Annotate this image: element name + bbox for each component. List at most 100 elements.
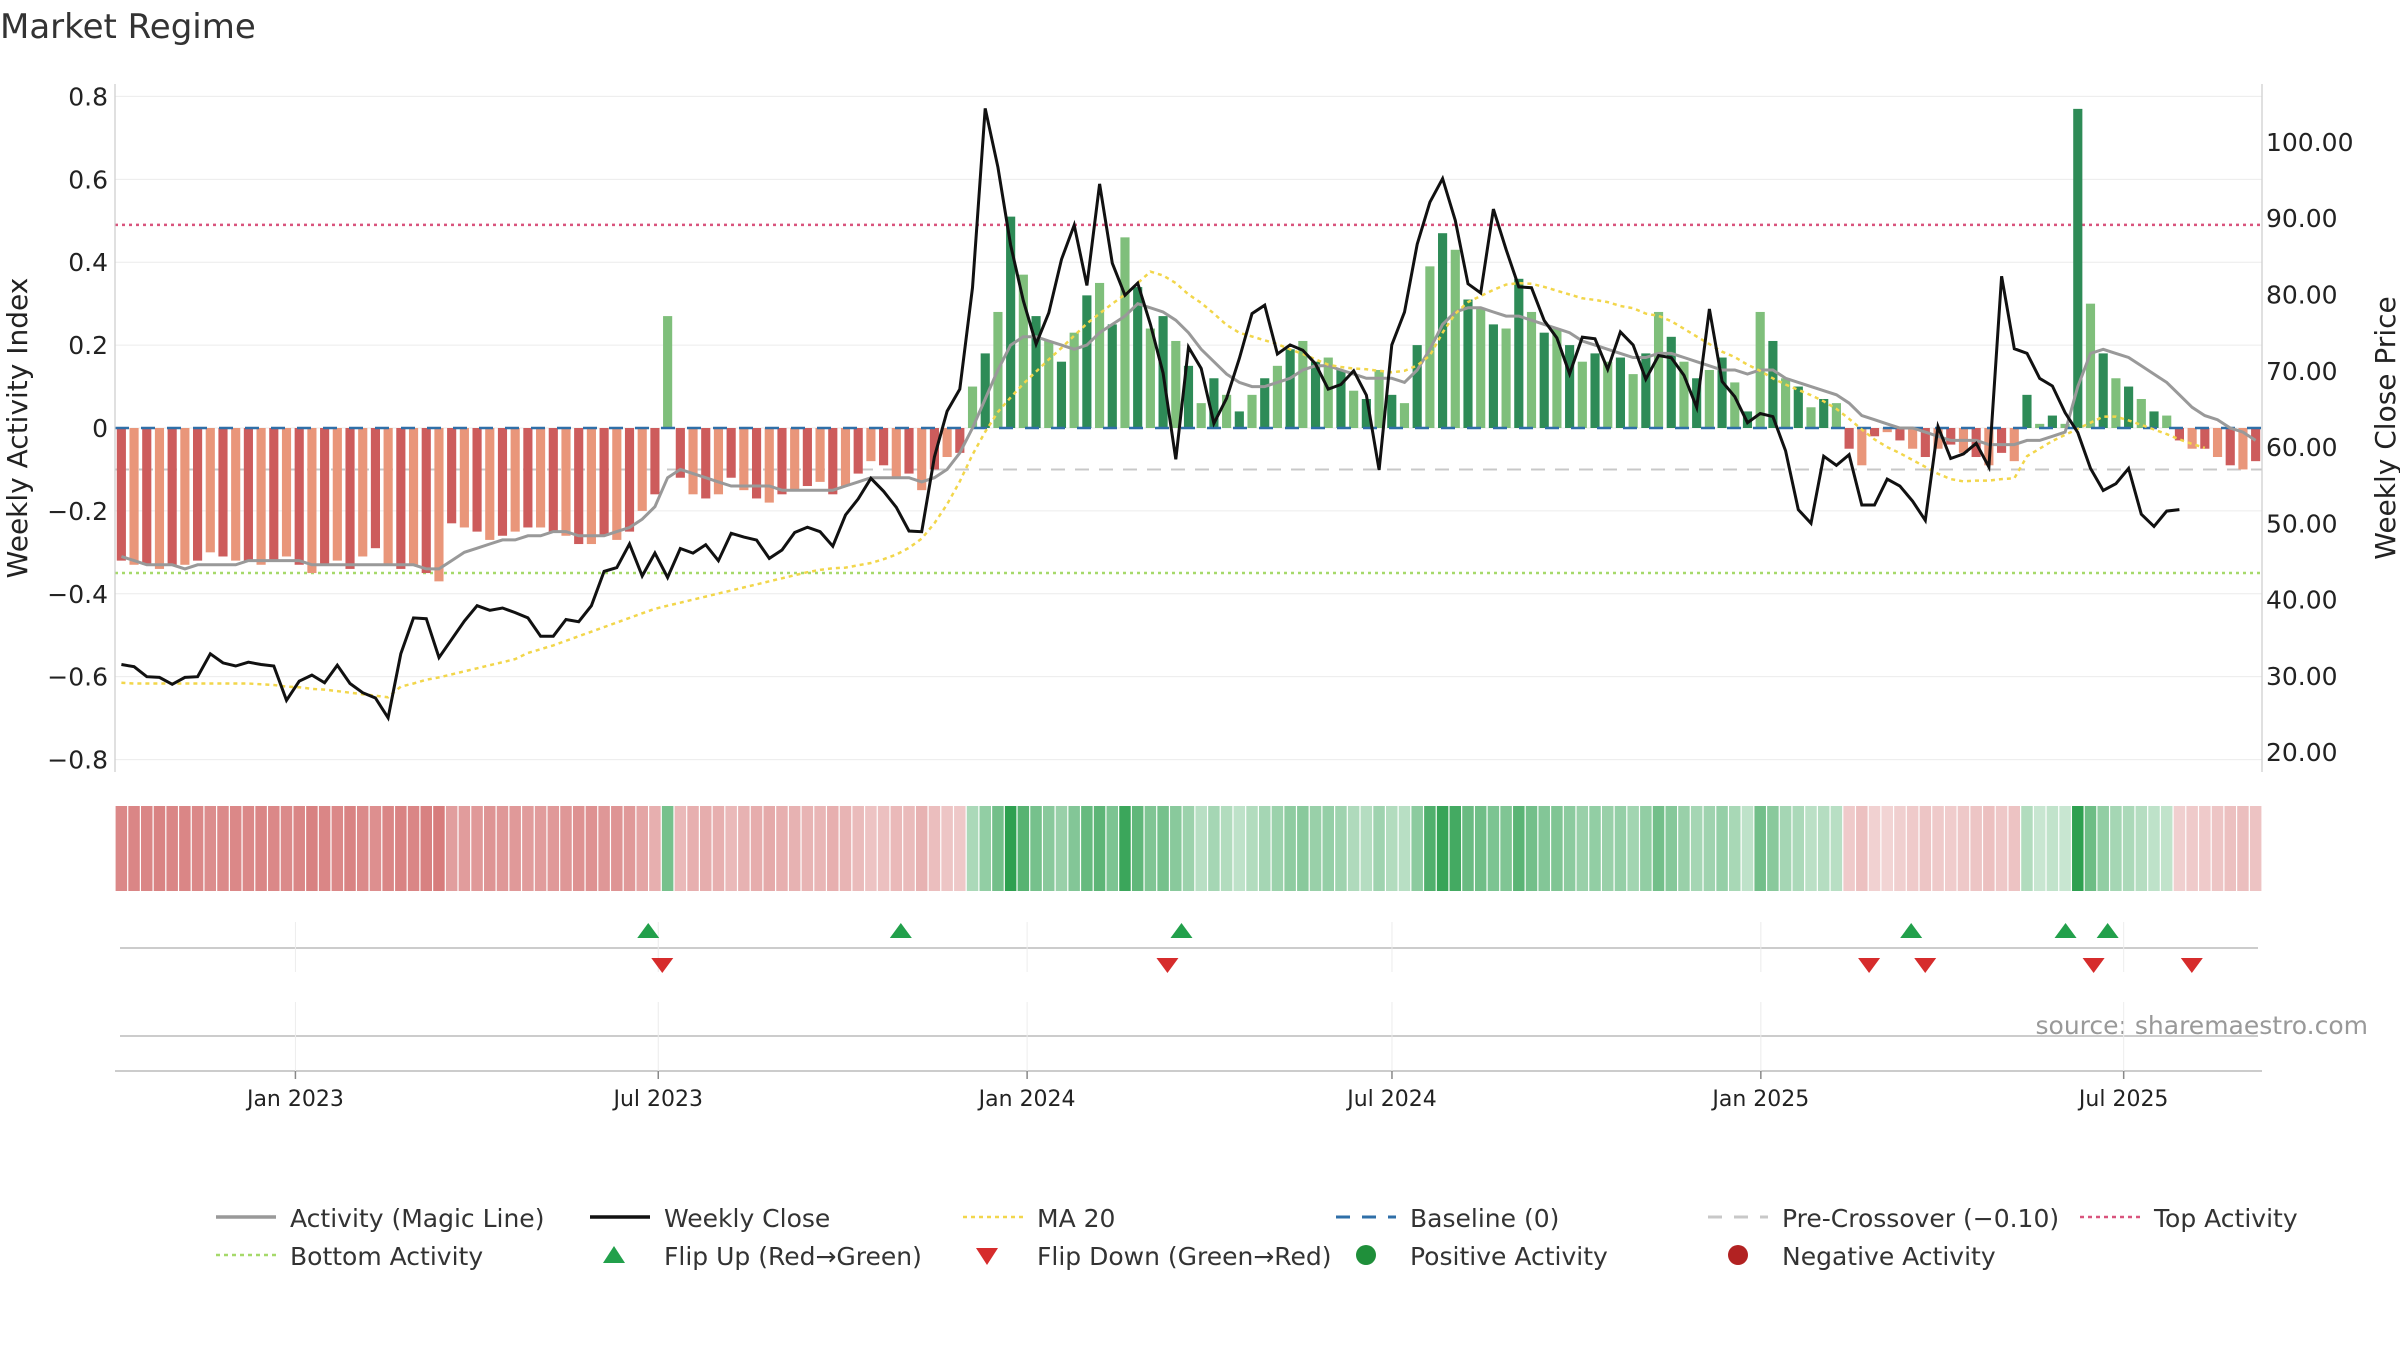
regime-cell <box>1525 806 1538 891</box>
activity-bar <box>726 428 736 478</box>
activity-bar <box>2136 398 2146 428</box>
regime-cell <box>1817 806 1830 891</box>
regime-cell <box>1779 806 1792 891</box>
regime-cell <box>623 806 636 891</box>
regime-cell <box>242 806 255 891</box>
regime-cell <box>1703 806 1716 891</box>
activity-bar <box>2047 415 2057 428</box>
activity-bar <box>1298 340 1308 428</box>
activity-bar <box>2035 423 2045 428</box>
activity-bar <box>599 428 609 536</box>
activity-bar <box>586 428 596 545</box>
regime-cell <box>484 806 496 891</box>
right-tick-label: 70.00 <box>2266 357 2338 386</box>
regime-cell <box>2046 806 2059 891</box>
activity-bar <box>1476 307 1486 428</box>
regime-cell <box>1614 806 1627 891</box>
activity-bar <box>967 386 978 428</box>
regime-cell <box>611 806 623 891</box>
regime-cell <box>1195 806 1207 891</box>
activity-bar <box>1717 357 1727 428</box>
activity-bar <box>1920 428 1930 458</box>
regime-cell <box>1335 806 1347 891</box>
activity-bar <box>802 428 812 487</box>
activity-bar <box>561 428 571 536</box>
activity-bar <box>955 428 965 453</box>
activity-bar <box>2187 428 2197 449</box>
regime-cell <box>1767 806 1779 891</box>
activity-bar <box>764 428 774 503</box>
activity-bar <box>218 428 228 557</box>
activity-bar <box>1895 428 1905 441</box>
regime-cell <box>1513 806 1525 891</box>
right-tick-label: 60.00 <box>2266 433 2338 462</box>
activity-bar <box>243 428 253 561</box>
regime-cell <box>827 806 839 891</box>
regime-cell <box>915 806 928 891</box>
regime-cell <box>966 806 979 891</box>
legend-swatch-flipdown <box>976 1248 998 1265</box>
legend-label-baseline: Baseline (0) <box>1410 1204 1559 1233</box>
regime-cell <box>496 806 509 891</box>
activity-bar <box>370 428 381 549</box>
activity-bar <box>1171 340 1181 428</box>
regime-cell <box>928 806 941 891</box>
regime-cell <box>788 806 801 891</box>
activity-bar <box>1222 394 1232 428</box>
activity-bar <box>1857 428 1867 466</box>
legend-label-close: Weekly Close <box>664 1204 830 1233</box>
activity-bar <box>1653 311 1664 428</box>
regime-cell <box>903 806 915 891</box>
regime-cell <box>1119 806 1131 891</box>
regime-cell <box>1068 806 1080 891</box>
regime-cell <box>2211 806 2224 891</box>
regime-cell <box>1424 806 1436 891</box>
weekly-close-line <box>121 108 2180 722</box>
activity-bar <box>1501 328 1511 428</box>
regime-cell <box>1208 806 1220 891</box>
activity-bar <box>510 428 520 532</box>
activity-bar <box>840 428 851 487</box>
regime-cell <box>1944 806 1957 891</box>
regime-cell <box>699 806 712 891</box>
regime-cell <box>750 806 763 891</box>
activity-bar <box>663 316 673 428</box>
ma20-line <box>121 270 2206 699</box>
activity-bar <box>1806 407 1816 428</box>
activity-bar <box>891 428 901 478</box>
regime-cell <box>1983 806 1995 891</box>
legend-label-magic: Activity (Magic Line) <box>290 1204 544 1233</box>
regime-cell <box>1957 806 1970 891</box>
activity-bar <box>1514 278 1524 428</box>
regime-cell <box>293 806 305 891</box>
flip-up-marker <box>889 923 912 938</box>
right-tick-label: 90.00 <box>2266 204 2338 233</box>
activity-bar <box>116 428 126 561</box>
regime-cell <box>2021 806 2033 891</box>
flip-down-marker <box>651 958 674 973</box>
x-tick-label: Jan 2024 <box>977 1087 1076 1112</box>
regime-cell <box>1360 806 1373 891</box>
regime-cell <box>1754 806 1766 891</box>
activity-bar <box>713 428 724 495</box>
activity-bar <box>1209 378 1219 428</box>
activity-bar <box>1526 311 1537 428</box>
flip-down-marker <box>2082 958 2105 973</box>
regime-cell <box>1297 806 1309 891</box>
regime-cell <box>2237 806 2249 891</box>
legend-label-ma20: MA 20 <box>1037 1204 1115 1233</box>
regime-cell <box>2186 806 2198 891</box>
activity-bar <box>1031 316 1041 428</box>
activity-bar <box>383 428 393 565</box>
activity-bar <box>358 428 368 557</box>
regime-cell <box>1411 806 1423 891</box>
regime-cell <box>2135 806 2148 891</box>
regime-cell <box>471 806 483 891</box>
regime-cell <box>1856 806 1868 891</box>
regime-cell <box>191 806 204 891</box>
activity-bar <box>1234 411 1244 428</box>
flip-up-marker <box>1900 923 1923 938</box>
right-tick-label: 40.00 <box>2266 586 2338 615</box>
activity-bar <box>1488 324 1498 428</box>
